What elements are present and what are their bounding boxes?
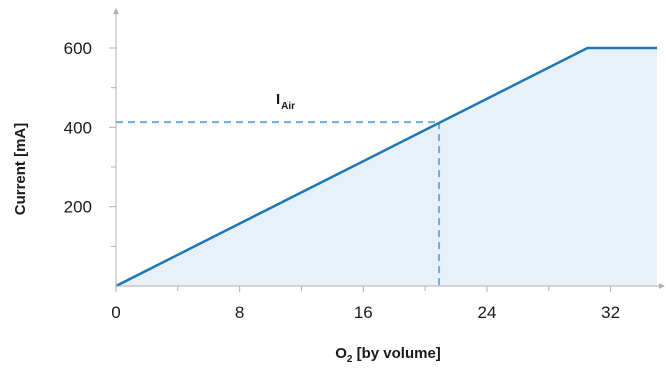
- x-tick-label: 16: [354, 303, 373, 322]
- y-tick-label: 200: [64, 198, 92, 217]
- x-axis-arrow: [659, 283, 665, 289]
- x-tick-label: 0: [111, 303, 120, 322]
- y-tick-label: 400: [64, 118, 92, 137]
- reference-label: IAir: [276, 91, 295, 112]
- x-tick-label: 8: [235, 303, 244, 322]
- x-axis-title: O2 [by volume]: [335, 345, 441, 365]
- x-tick-label: 32: [601, 303, 620, 322]
- y-axis-arrow: [113, 8, 119, 14]
- y-axis-title: Current [mA]: [12, 123, 29, 216]
- series-line-0: [115, 46, 657, 288]
- x-tick-label: 24: [478, 303, 497, 322]
- y-tick-label: 600: [64, 39, 92, 58]
- series-area-0: [116, 48, 657, 286]
